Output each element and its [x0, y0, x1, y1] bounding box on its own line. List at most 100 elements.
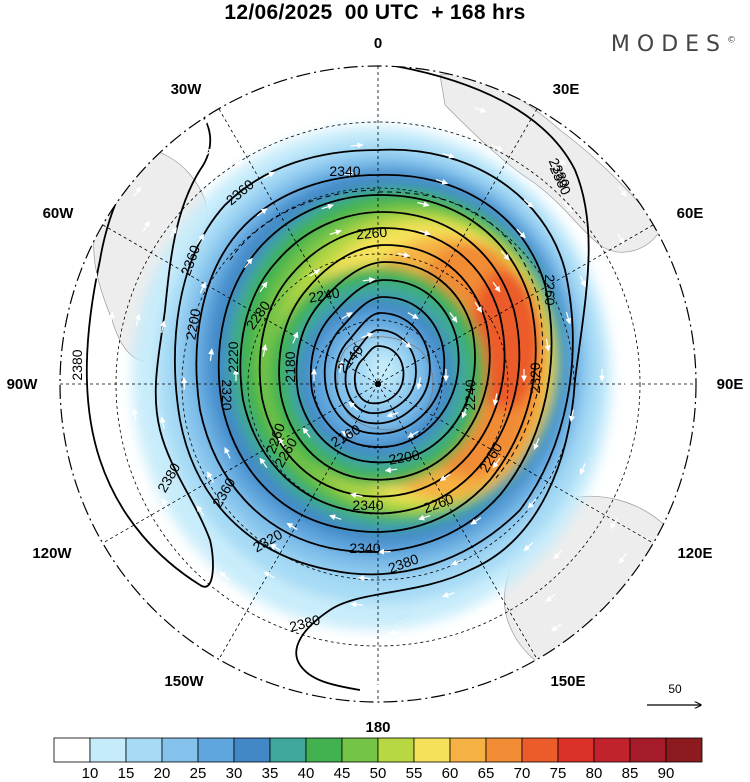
wind-vector-arrow [329, 514, 342, 521]
wind-vector-arrow [321, 203, 334, 210]
wind-vector-arrow [161, 498, 169, 510]
wind-vector-arrow [397, 251, 410, 258]
wind-vector-arrow [263, 171, 275, 179]
contour-label: 2380 [288, 611, 322, 635]
wind-vector-arrow [273, 637, 286, 643]
wind-vector-arrow [133, 553, 142, 564]
wind-vector-arrow [337, 360, 344, 373]
contour-label: 2320 [527, 362, 543, 393]
wind-vector-arrow [451, 559, 463, 566]
wind-vector-arrow [384, 467, 398, 474]
wind-vector-arrow [198, 623, 209, 632]
lon-label-90e: 90E [717, 376, 744, 393]
wind-vector-arrow [206, 471, 214, 483]
wind-vector-arrow [342, 170, 355, 177]
wind-vector-arrow [617, 233, 625, 245]
wind-vector-arrow [416, 377, 423, 390]
wind-vector-arrow [417, 201, 430, 208]
contour-2260 [278, 244, 491, 481]
wind-vector-arrow [169, 227, 178, 238]
wind-vector-arrow [341, 430, 353, 438]
wind-vector-arrow [442, 152, 455, 159]
wind-vector-arrow [298, 617, 311, 624]
wind-vector-arrow [281, 668, 294, 675]
contour-label: 2340 [352, 497, 383, 513]
vector-reference-value: 50 [668, 682, 682, 696]
wind-vector-arrow [523, 198, 534, 208]
contour-2300 [239, 211, 521, 515]
contour-label: 2380 [69, 349, 85, 380]
lon-label-0: 0 [374, 35, 382, 52]
contour-label: 2200 [182, 307, 203, 341]
lon-label-150w: 150W [164, 673, 204, 690]
wind-vector-arrow [133, 186, 142, 197]
shade-inner-white [368, 354, 396, 386]
wind-vector-arrow [105, 410, 112, 424]
contour-label: 2260 [355, 224, 388, 243]
brand-logo: MODES© [610, 32, 736, 57]
wind-vector-arrow [244, 257, 253, 269]
lon-label-30w: 30W [171, 81, 203, 98]
wind-vectors [77, 75, 683, 690]
wind-vector-arrow [407, 312, 419, 320]
lon-label-30e: 30E [553, 81, 580, 98]
wind-vector-arrow [329, 229, 342, 236]
wind-vector-arrow [135, 505, 143, 517]
wind-vector-arrow [91, 465, 98, 478]
wind-vector-arrow [401, 339, 412, 349]
wind-vector-arrow [449, 312, 458, 323]
wind-vector-arrow [474, 301, 483, 313]
wind-vector-arrow [477, 606, 490, 613]
africa-land [439, 74, 661, 253]
wind-vector-arrow [533, 438, 540, 450]
wind-vector-arrow [142, 220, 150, 232]
wind-vector-arrow [350, 142, 364, 149]
wind-vector-arrow [261, 344, 268, 357]
wind-vector-arrow [286, 522, 298, 531]
wind-vector-arrow [544, 338, 551, 352]
wind-vector-arrow [492, 281, 501, 293]
wind-vector-arrow [556, 157, 567, 166]
map-boundary [59, 65, 697, 703]
contour-label: 2240 [307, 284, 341, 305]
wind-vector-arrow [204, 147, 215, 157]
contour-2380-outer [295, 66, 590, 691]
wind-vector-arrow [259, 281, 268, 293]
wind-vector-arrow [341, 312, 353, 320]
lon-label-150e: 150E [550, 673, 585, 690]
contour-2160 [344, 329, 417, 415]
wind-vector-arrow [386, 411, 399, 418]
vector-reference: 50 [645, 682, 705, 712]
wind-vector-arrow [466, 669, 479, 675]
wind-vector-arrow [256, 208, 268, 217]
wind-vector-arrow [350, 601, 363, 608]
contour-label: 2240 [462, 379, 478, 410]
wind-vector-arrow [231, 160, 242, 169]
wind-vector-arrow [439, 473, 451, 482]
wind-vector-arrow [160, 320, 166, 334]
wind-vector-arrow [199, 281, 206, 294]
contour-2320 [217, 194, 537, 533]
wind-vector-arrow [269, 543, 281, 552]
secondary-contours [229, 189, 544, 479]
wind-vector-arrow [350, 492, 363, 499]
contour-2140 [353, 345, 405, 405]
wind-vector-arrow [610, 518, 618, 530]
forecast-title: 12/06/2025 00 UTC + 168 hrs [224, 1, 526, 24]
wind-vector-arrow [193, 584, 204, 593]
wind-vector-arrow [302, 427, 311, 438]
wind-vector-arrow [362, 276, 376, 283]
wind-vector-arrow [545, 593, 556, 603]
shade-70 [469, 270, 541, 410]
contour-label: 2340 [329, 163, 360, 179]
contour-2180 [334, 312, 431, 425]
wind-vector-arrow [357, 575, 371, 582]
longitude-labels: 0 30E 60E 90E 120E 150E 180 150W 120W 90… [7, 35, 744, 736]
wind-vector-arrow [442, 591, 455, 598]
wind-vector-arrow [131, 408, 138, 421]
wind-vector-arrow [605, 469, 612, 482]
wind-vector-arrow [404, 116, 417, 123]
contour-2240 [295, 261, 476, 464]
wind-vector-arrow [662, 272, 669, 285]
wind-vector-arrow [474, 107, 487, 113]
